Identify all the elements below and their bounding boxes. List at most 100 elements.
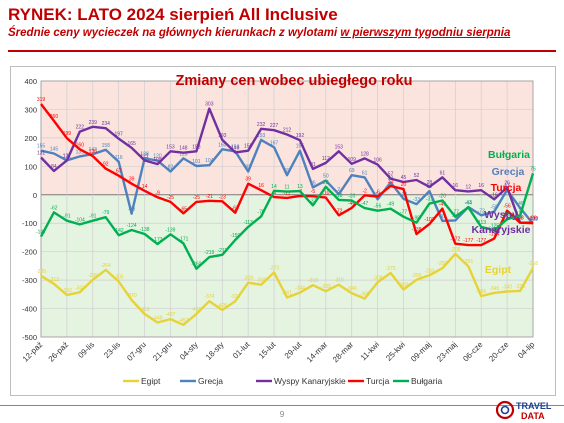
data-label: -63 [232,206,239,212]
data-label: -102 [528,217,538,223]
data-label: -66 [128,207,135,213]
x-tick-label: 25-kwi [384,340,407,363]
data-label: 193 [218,133,227,139]
data-label: -339 [321,284,331,290]
data-label: -345 [489,286,499,292]
data-label: -98 [516,216,523,222]
series-line [40,252,535,326]
data-label: -79 [102,210,109,216]
data-label: -113 [476,220,486,226]
series-end-label: Grecja [492,166,525,178]
data-label: 128 [361,151,370,157]
y-tick-label: 200 [24,134,37,143]
data-label: -142 [114,228,124,234]
data-label: -154 [489,232,499,238]
x-tick-label: 07-gru [125,340,148,363]
x-tick-label: 09-maj [409,340,433,364]
traveldata-logo: TRAVEL DATA [496,400,552,421]
data-label: 121 [63,153,72,159]
data-label: -299 [411,273,421,279]
y-tick-label: -500 [22,333,37,342]
data-label: -305 [114,275,124,281]
data-label: -103 [424,217,434,223]
data-label: 82 [168,164,174,170]
data-label: 197 [115,132,124,138]
y-tick-label: 300 [24,105,37,114]
data-label: 82 [245,164,251,170]
legend-item: Bułgaria [411,376,442,386]
subtitle-text: Średnie ceny wycieczek na głównych kieru… [8,27,341,39]
data-label: -33 [413,197,420,203]
header-divider [8,50,556,52]
data-label: 148 [179,146,188,152]
x-tick-label: 21-gru [151,340,174,363]
data-label: -361 [282,290,292,296]
data-label: 69 [284,168,290,174]
data-label: 165 [127,141,136,147]
data-label: 101 [192,159,201,165]
data-label: -125 [489,223,499,229]
data-label: -177 [463,238,473,244]
data-label: 239 [89,120,98,126]
x-tick-label: 20-cze [487,340,511,364]
data-label: -316 [256,278,266,284]
data-label: 153 [192,144,201,150]
data-label: -138 [411,227,421,233]
data-label: 234 [102,121,111,127]
data-label: -219 [204,250,214,256]
chart-title: Zmiany cen wobec ubiegłego roku [176,73,413,89]
data-label: 155 [296,144,305,150]
y-tick-label: 100 [24,162,37,171]
data-label: 121 [140,153,149,159]
data-label: -23 [219,194,226,200]
y-tick-label: 400 [24,77,37,86]
data-label: -6 [375,189,380,195]
data-label: 31 [388,179,394,185]
data-label: -113 [243,220,253,226]
data-label: -72 [478,208,485,214]
data-label: 128 [140,151,149,157]
data-label: 160 [76,142,85,148]
data-label: -124 [127,223,137,229]
x-tick-label: 11-kwi [359,340,381,362]
data-label: 52 [414,173,420,179]
data-label: 319 [37,97,46,103]
data-label: -20 [439,193,446,199]
data-label: -98 [516,216,523,222]
data-label: -72 [335,208,342,214]
data-label: -258 [528,261,538,267]
data-label: 116 [115,155,123,161]
legend-item: Turcja [366,376,390,386]
data-label: 158 [102,143,111,149]
data-label: -208 [450,247,460,253]
data-label: 112 [322,156,330,162]
data-label: 26 [504,180,510,186]
data-label: 303 [205,102,214,108]
data-label: -91 [89,214,96,220]
y-tick-label: -100 [22,219,37,228]
data-label: 260 [50,114,59,120]
data-label: -9 [155,190,160,196]
x-tick-label: 23-maj [435,340,459,364]
data-label: -343 [75,285,85,291]
data-label: -100 [528,216,538,222]
data-label: -264 [101,263,111,269]
data-label: -365 [360,292,370,298]
data-label: -37 [309,198,316,204]
data-label: 108 [153,157,162,163]
logo-text-2: DATA [521,411,545,421]
data-label: -419 [140,307,150,313]
data-label: 232 [257,122,266,128]
data-label: -283 [424,268,434,274]
data-label: -338 [515,284,525,290]
data-label: 155 [37,144,46,150]
data-label: 109 [348,157,357,163]
data-label: 84 [51,164,57,170]
footer-divider [0,405,564,406]
data-label: 61 [440,170,446,176]
page-subtitle: Średnie ceny wycieczek na głównych kieru… [8,27,510,39]
data-label: 131 [37,151,46,157]
data-label: -104 [75,217,85,223]
data-label: 92 [103,162,109,168]
